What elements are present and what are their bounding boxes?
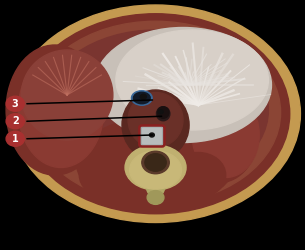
Ellipse shape xyxy=(134,92,150,104)
Ellipse shape xyxy=(122,90,189,160)
Ellipse shape xyxy=(125,145,186,190)
Ellipse shape xyxy=(95,28,271,142)
Ellipse shape xyxy=(79,152,134,198)
Text: 1: 1 xyxy=(12,134,19,144)
Ellipse shape xyxy=(30,21,281,204)
Ellipse shape xyxy=(192,92,259,178)
Ellipse shape xyxy=(18,52,104,168)
Ellipse shape xyxy=(156,107,170,121)
Text: 2: 2 xyxy=(12,116,19,126)
Circle shape xyxy=(6,114,24,129)
Ellipse shape xyxy=(131,91,152,105)
Circle shape xyxy=(158,110,163,114)
Ellipse shape xyxy=(181,88,258,182)
Circle shape xyxy=(6,131,24,146)
Ellipse shape xyxy=(6,45,104,175)
Text: 3: 3 xyxy=(12,99,19,109)
Ellipse shape xyxy=(171,152,226,198)
Ellipse shape xyxy=(130,151,181,189)
Ellipse shape xyxy=(21,14,290,214)
Circle shape xyxy=(6,96,24,111)
FancyBboxPatch shape xyxy=(139,126,164,146)
FancyBboxPatch shape xyxy=(142,128,162,144)
Ellipse shape xyxy=(76,118,235,208)
Circle shape xyxy=(140,94,146,99)
Ellipse shape xyxy=(43,30,268,190)
Ellipse shape xyxy=(157,107,169,118)
Ellipse shape xyxy=(21,50,113,140)
Ellipse shape xyxy=(11,5,300,222)
Circle shape xyxy=(149,133,154,137)
Ellipse shape xyxy=(145,154,166,171)
Ellipse shape xyxy=(116,30,268,130)
Ellipse shape xyxy=(147,190,164,204)
Ellipse shape xyxy=(146,179,165,196)
Ellipse shape xyxy=(128,92,183,148)
Ellipse shape xyxy=(142,151,169,174)
